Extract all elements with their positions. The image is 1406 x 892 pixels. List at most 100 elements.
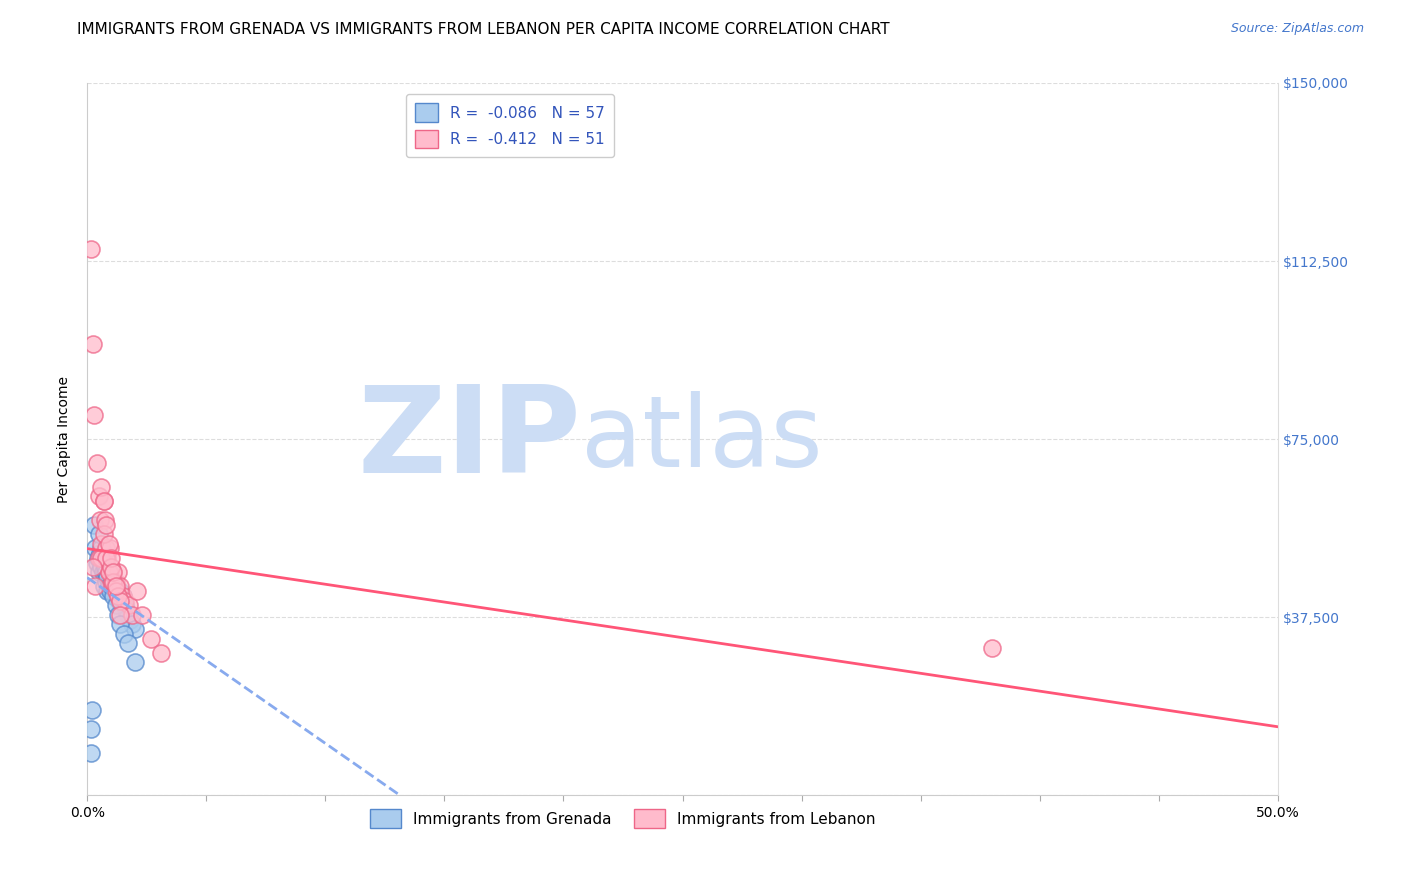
- Point: [93, 579, 115, 593]
- Point: [96, 570, 118, 584]
- Point: [110, 607, 132, 622]
- Point: [83, 409, 105, 423]
- Point: [114, 599, 136, 613]
- Point: [90, 550, 112, 565]
- Point: [104, 579, 127, 593]
- Point: [94, 560, 117, 574]
- Point: [118, 599, 141, 613]
- Point: [96, 584, 118, 599]
- Point: [80, 722, 103, 736]
- Point: [103, 579, 125, 593]
- Point: [121, 617, 143, 632]
- Point: [111, 589, 134, 603]
- Point: [97, 565, 120, 579]
- Point: [87, 565, 110, 579]
- Point: [105, 584, 128, 599]
- Point: [117, 636, 139, 650]
- Text: IMMIGRANTS FROM GRENADA VS IMMIGRANTS FROM LEBANON PER CAPITA INCOME CORRELATION: IMMIGRANTS FROM GRENADA VS IMMIGRANTS FR…: [77, 22, 890, 37]
- Point: [124, 656, 146, 670]
- Point: [100, 565, 122, 579]
- Point: [104, 589, 127, 603]
- Point: [80, 703, 103, 717]
- Point: [94, 513, 117, 527]
- Point: [981, 641, 1004, 656]
- Point: [84, 541, 107, 556]
- Point: [97, 565, 120, 579]
- Point: [112, 593, 135, 607]
- Point: [100, 584, 122, 599]
- Point: [83, 517, 105, 532]
- Point: [98, 584, 121, 599]
- Point: [111, 593, 134, 607]
- Point: [121, 607, 143, 622]
- Point: [107, 589, 129, 603]
- Point: [115, 603, 138, 617]
- Text: atlas: atlas: [581, 391, 823, 488]
- Point: [90, 480, 112, 494]
- Point: [90, 560, 112, 574]
- Point: [141, 632, 163, 646]
- Point: [98, 541, 121, 556]
- Text: Source: ZipAtlas.com: Source: ZipAtlas.com: [1230, 22, 1364, 36]
- Point: [87, 527, 110, 541]
- Point: [104, 584, 127, 599]
- Point: [110, 617, 132, 632]
- Point: [107, 607, 129, 622]
- Point: [96, 541, 118, 556]
- Legend: Immigrants from Grenada, Immigrants from Lebanon: Immigrants from Grenada, Immigrants from…: [364, 803, 882, 834]
- Point: [97, 579, 120, 593]
- Point: [86, 556, 108, 570]
- Point: [110, 579, 132, 593]
- Point: [98, 579, 121, 593]
- Point: [96, 565, 118, 579]
- Point: [93, 494, 115, 508]
- Point: [91, 565, 114, 579]
- Point: [100, 565, 122, 579]
- Point: [108, 593, 131, 607]
- Point: [93, 494, 115, 508]
- Point: [101, 574, 124, 589]
- Point: [93, 527, 115, 541]
- Point: [97, 574, 120, 589]
- Point: [103, 589, 125, 603]
- Point: [87, 489, 110, 503]
- Point: [100, 560, 122, 574]
- Point: [90, 541, 112, 556]
- Point: [82, 560, 104, 574]
- Point: [96, 550, 118, 565]
- Point: [104, 579, 127, 593]
- Point: [80, 746, 103, 760]
- Point: [131, 607, 153, 622]
- Point: [89, 546, 111, 560]
- Point: [110, 584, 132, 599]
- Point: [149, 646, 172, 660]
- Point: [93, 546, 115, 560]
- Point: [80, 242, 103, 256]
- Point: [82, 337, 104, 351]
- Point: [118, 613, 141, 627]
- Point: [107, 565, 129, 579]
- Point: [112, 627, 135, 641]
- Point: [103, 579, 125, 593]
- Point: [127, 584, 149, 599]
- Point: [86, 456, 108, 470]
- Point: [114, 593, 136, 607]
- Point: [96, 550, 118, 565]
- Point: [90, 536, 112, 550]
- Point: [107, 589, 129, 603]
- Point: [111, 589, 134, 603]
- Point: [87, 550, 110, 565]
- Point: [103, 565, 125, 579]
- Point: [103, 584, 125, 599]
- Point: [91, 550, 114, 565]
- Point: [100, 579, 122, 593]
- Y-axis label: Per Capita Income: Per Capita Income: [58, 376, 72, 503]
- Point: [110, 593, 132, 607]
- Point: [103, 565, 125, 579]
- Point: [94, 565, 117, 579]
- Point: [96, 517, 118, 532]
- Point: [89, 513, 111, 527]
- Point: [84, 579, 107, 593]
- Point: [124, 622, 146, 636]
- Point: [90, 550, 112, 565]
